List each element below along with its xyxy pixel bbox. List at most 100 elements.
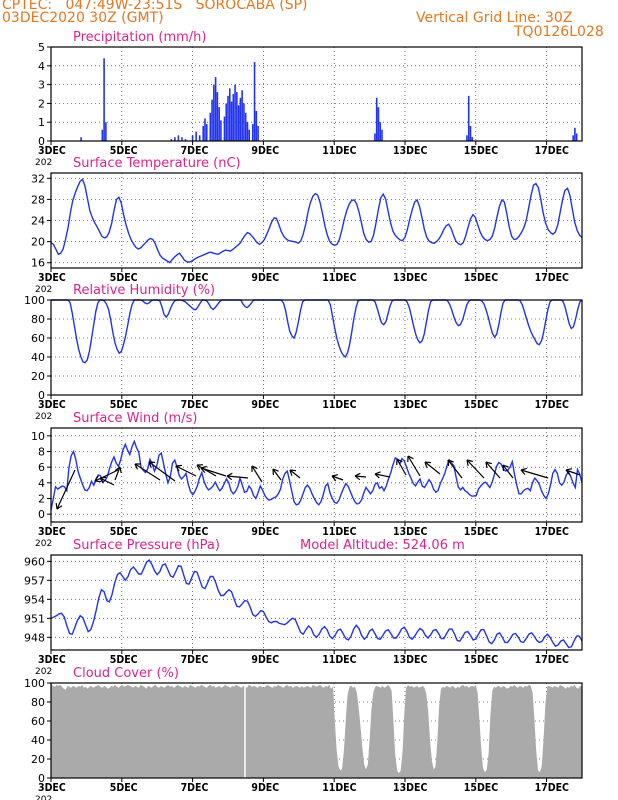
precip-bar — [255, 110, 258, 141]
x-tick-label: 3DEC — [38, 399, 66, 411]
y-tick-label: 3 — [38, 79, 45, 92]
year-label: 202 — [35, 285, 52, 295]
precip-bar — [204, 118, 206, 141]
wind-arrow-head — [251, 465, 258, 472]
y-tick-label: 40 — [31, 351, 45, 364]
precip-bar — [466, 135, 468, 141]
x-tick-label: 7DEC — [181, 654, 209, 666]
panel-title: Surface Temperature (nC) — [73, 156, 241, 171]
x-tick-label: 13DEC — [393, 654, 427, 666]
precip-bar — [195, 131, 197, 141]
panel-title: Precipitation (mm/h) — [73, 30, 206, 45]
wind-arrow — [94, 469, 119, 482]
precip-bar — [230, 101, 233, 141]
x-tick-label: 11DEC — [322, 399, 356, 411]
precip-bar — [205, 124, 208, 141]
precip-bar — [469, 125, 472, 141]
panel-5: 948 951 954 957 960 3DEC 5DEC 7DEC 9DEC 11DEC 13DE… — [24, 538, 583, 677]
precip-bar — [220, 120, 222, 141]
wind-arrow — [196, 464, 217, 477]
precip-bar — [379, 122, 382, 141]
precip-bar — [251, 124, 254, 141]
y-tick-label: 2 — [38, 493, 45, 506]
wind-arrow — [148, 461, 176, 482]
panel-frame — [50, 46, 583, 142]
x-tick-label: 13DEC — [393, 526, 427, 538]
x-tick-label: 3DEC — [38, 782, 66, 794]
wind-arrow-head — [565, 468, 573, 476]
precip-bar — [237, 105, 240, 141]
series-line — [50, 439, 583, 511]
x-tick-label: 5DEC — [110, 654, 138, 666]
y-tick-label: 0 — [38, 772, 45, 785]
y-tick-label: 60 — [31, 715, 45, 728]
x-tick-label: 11DEC — [322, 782, 356, 794]
wind-arrow — [374, 473, 391, 478]
precip-bar — [211, 99, 213, 141]
precip-bar — [244, 112, 247, 141]
wind-arrow — [565, 469, 581, 476]
precip-bar — [214, 77, 217, 141]
precip-bar — [105, 122, 107, 141]
precip-bar — [218, 107, 220, 141]
wind-arrow — [424, 461, 441, 475]
wind-arrow-head — [55, 503, 63, 510]
y-tick-label: 948 — [24, 631, 45, 644]
x-tick-label: 13DEC — [393, 272, 427, 284]
precip-bar — [246, 122, 249, 141]
x-tick-label: 5DEC — [110, 782, 138, 794]
precip-bar — [381, 129, 383, 141]
precip-bar — [248, 129, 251, 141]
panel-title: Cloud Cover (%) — [73, 666, 179, 681]
y-tick-label: 1 — [38, 116, 45, 129]
y-tick-label: 0 — [38, 508, 45, 521]
x-tick-label: 5DEC — [110, 526, 138, 538]
panel-4: 0 2 4 6 8 10 3DEC 5DEC 7DEC 9DEC 11DEC 13DEC 15DEC 17… — [31, 411, 583, 549]
y-tick-label: 20 — [31, 370, 45, 383]
wind-arrow-head — [200, 465, 207, 473]
x-tick-label: 7DEC — [181, 272, 209, 284]
precip-bar — [103, 58, 105, 141]
wind-arrow — [407, 455, 421, 477]
x-tick-label: 11DEC — [322, 272, 356, 284]
precip-bar — [223, 116, 226, 141]
y-tick-label: 100 — [24, 677, 45, 690]
wind-arrow-head — [196, 464, 204, 471]
series-line — [50, 178, 583, 264]
wind-arrow — [447, 459, 463, 479]
y-tick-label: 24 — [31, 215, 45, 228]
x-tick-label: 15DEC — [464, 145, 498, 157]
panel-6: 0 20 40 60 80 100 3DEC 5DEC 7DEC 9DEC 11DEC 13DEC 15… — [24, 666, 583, 800]
year-label: 202 — [35, 412, 52, 422]
series-line — [51, 299, 583, 364]
precip-bar — [191, 135, 194, 141]
y-tick-label: 32 — [31, 172, 45, 185]
wind-arrow — [251, 465, 263, 483]
precip-bar — [213, 84, 215, 141]
precip-bar — [232, 94, 235, 141]
x-tick-label: 17DEC — [535, 145, 569, 157]
precip-bar — [216, 92, 219, 141]
wind-arrow-head — [354, 472, 361, 481]
precip-bar — [253, 62, 256, 141]
wind-arrow-head — [175, 464, 183, 472]
panel-frame — [50, 427, 583, 523]
x-tick-label: 13DEC — [393, 782, 427, 794]
year-label: 202 — [35, 795, 52, 800]
wind-arrow — [396, 458, 407, 476]
precip-bar — [181, 137, 183, 141]
x-tick-label: 15DEC — [464, 272, 498, 284]
x-tick-label: 3DEC — [38, 526, 66, 538]
x-tick-label: 11DEC — [322, 526, 356, 538]
x-tick-label: 3DEC — [38, 145, 66, 157]
x-tick-label: 7DEC — [181, 145, 209, 157]
precip-bar — [225, 103, 228, 141]
wind-arrow — [175, 465, 197, 477]
precip-bar — [243, 103, 245, 141]
x-tick-label: 9DEC — [251, 399, 279, 411]
wind-arrow — [200, 467, 227, 477]
x-tick-label: 5DEC — [110, 272, 138, 284]
x-tick-label: 15DEC — [464, 399, 498, 411]
precip-bar — [375, 97, 378, 141]
wind-arrow-head — [94, 475, 102, 483]
